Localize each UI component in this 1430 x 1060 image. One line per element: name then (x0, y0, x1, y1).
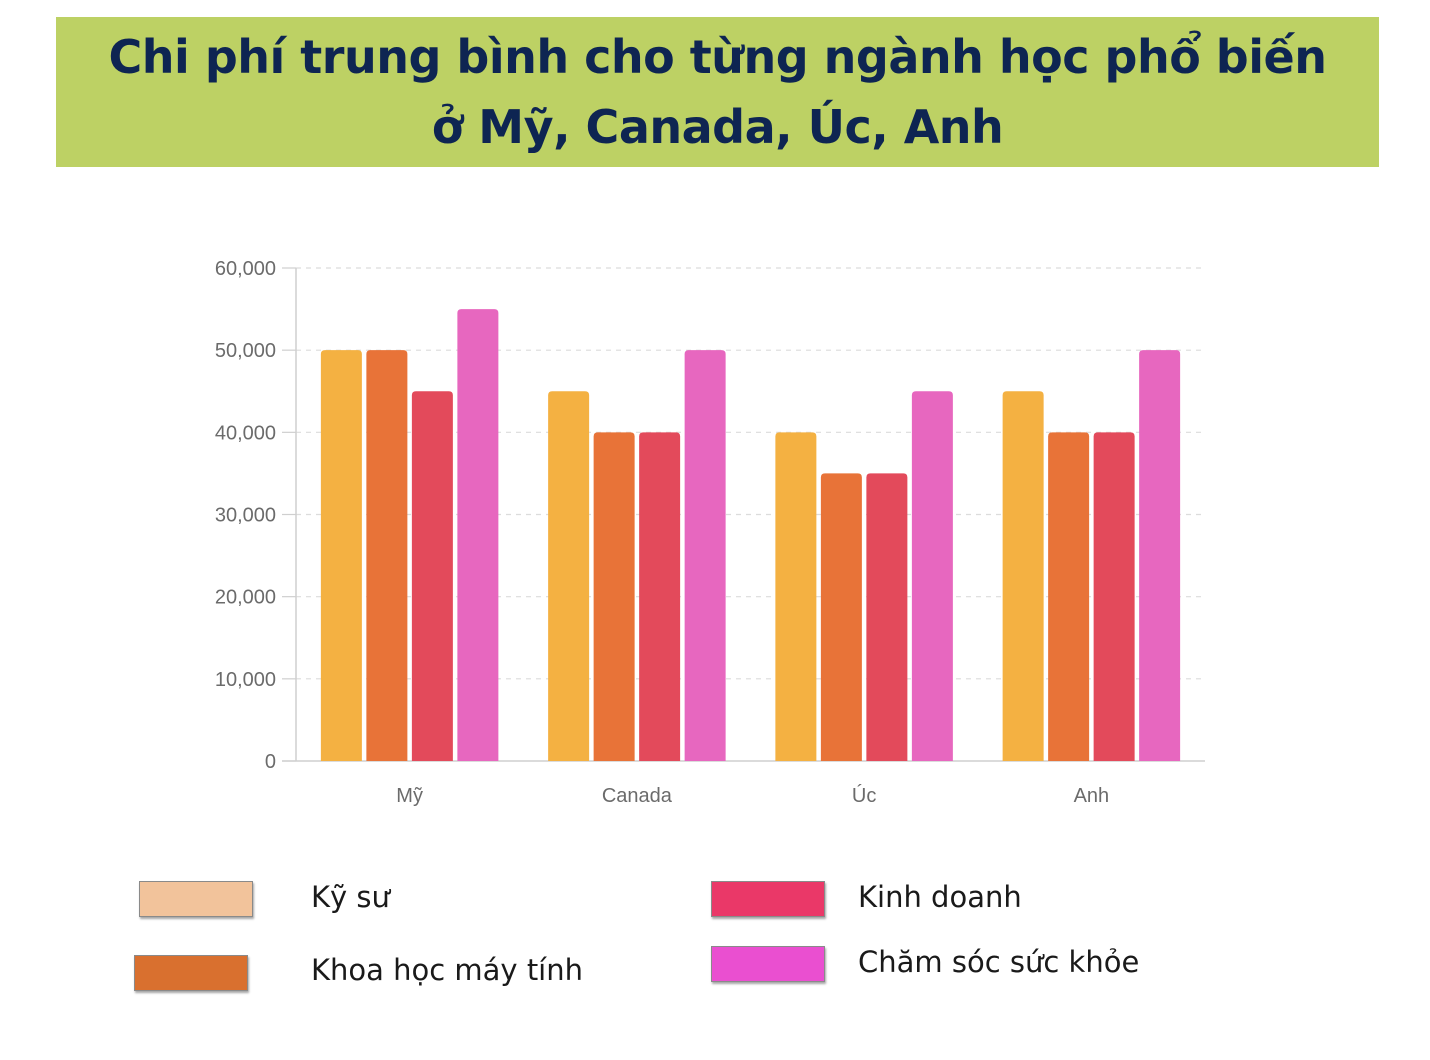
x-tick-label: Canada (602, 785, 673, 807)
bar (1093, 432, 1135, 761)
x-tick-label: Anh (1074, 785, 1110, 807)
bar (775, 432, 817, 761)
y-tick-label: 30,000 (215, 505, 276, 527)
title-banner: Chi phí trung bình cho từng ngành học ph… (56, 17, 1379, 167)
bar (639, 432, 681, 761)
legend-item-khoa-hoc-may-tinh (134, 955, 248, 991)
chart-title: Chi phí trung bình cho từng ngành học ph… (68, 22, 1368, 162)
legend-swatch-khoa-hoc-may-tinh (134, 955, 248, 991)
bar (593, 432, 635, 761)
bar (1048, 432, 1090, 761)
chart-title-line-2: ở Mỹ, Canada, Úc, Anh (431, 100, 1004, 154)
y-tick-label: 50,000 (215, 340, 276, 362)
legend-swatch-cham-soc-suc-khoe (711, 946, 825, 982)
bar (366, 350, 408, 761)
legend-item-ky-su (139, 881, 253, 917)
legend-item-kinh-doanh (711, 881, 825, 917)
y-tick-label: 60,000 (215, 258, 276, 280)
bar (320, 350, 362, 761)
legend-item-cham-soc-suc-khoe (711, 946, 825, 982)
bar (1139, 350, 1181, 761)
bar (457, 309, 499, 761)
y-tick-label: 10,000 (215, 669, 276, 691)
y-tick-label: 20,000 (215, 587, 276, 609)
y-tick-label: 40,000 (215, 422, 276, 444)
x-tick-label: Úc (852, 784, 876, 807)
legend-swatch-ky-su (139, 881, 253, 917)
chart-title-line-1: Chi phí trung bình cho từng ngành học ph… (108, 30, 1327, 84)
bar (820, 473, 862, 761)
bar (911, 391, 953, 761)
bar (684, 350, 726, 761)
bar (411, 391, 453, 761)
y-tick-label: 0 (265, 751, 276, 773)
legend-label-ky-su: Kỹ sư (311, 880, 390, 914)
bar (1002, 391, 1044, 761)
legend-label-cham-soc-suc-khoe: Chăm sóc sức khỏe (858, 945, 1140, 979)
legend-label-khoa-hoc-may-tinh: Khoa học máy tính (311, 953, 584, 987)
bar (548, 391, 590, 761)
legend-label-kinh-doanh: Kinh doanh (858, 880, 1022, 914)
legend-swatch-kinh-doanh (711, 881, 825, 917)
bar (866, 473, 908, 761)
x-tick-label: Mỹ (396, 785, 423, 807)
